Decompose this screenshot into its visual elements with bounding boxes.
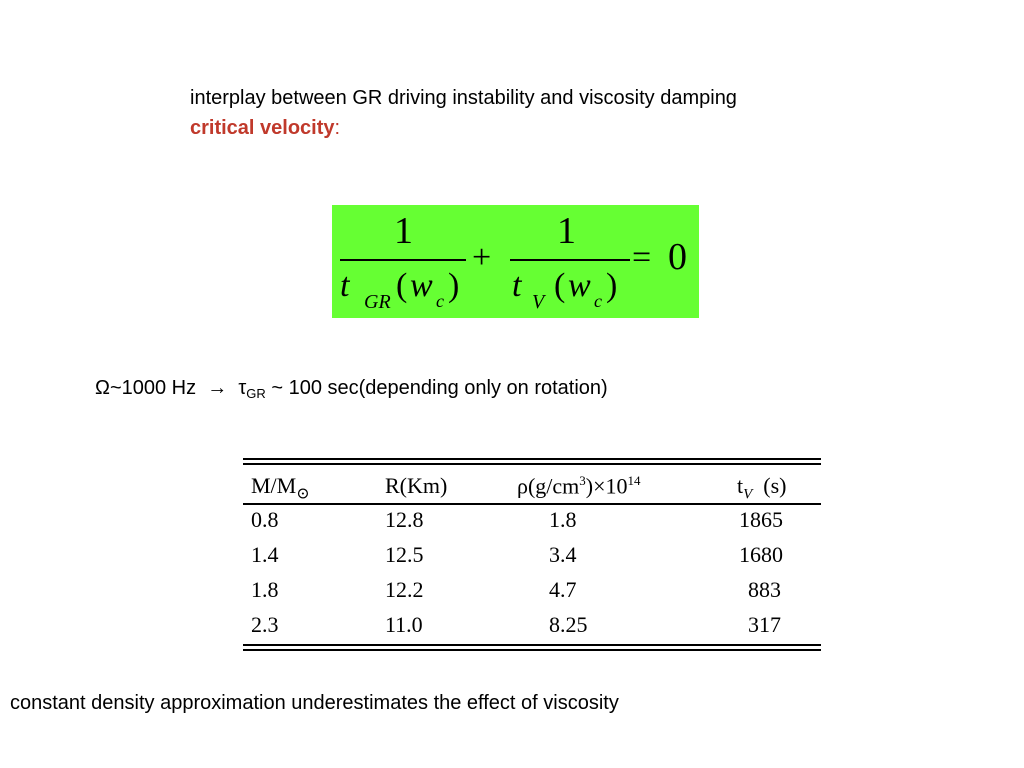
- critical-velocity-line: critical velocity:: [190, 117, 340, 140]
- cell-mass: 1.8: [251, 577, 279, 602]
- equation-zero: 0: [668, 236, 687, 278]
- equation-plus: +: [472, 239, 492, 276]
- equation-sub-gr: GR: [364, 291, 391, 313]
- equation-paren-close-left: ): [448, 267, 460, 304]
- fraction-bar-right: [510, 259, 630, 261]
- cell-density: 1.8: [549, 507, 577, 532]
- equation-w-right: w: [568, 267, 591, 304]
- rotation-line: Ω~1000 Hz → τGR ~ 100 sec(depending only…: [95, 377, 608, 401]
- cell-tv: 1680: [739, 542, 783, 567]
- header-density: ρ(g/cm3)×1014: [517, 473, 641, 499]
- cell-mass: 2.3: [251, 612, 279, 637]
- critical-velocity-label: critical velocity: [190, 117, 335, 139]
- cell-density: 8.25: [549, 612, 588, 637]
- header-mass: M/M⊙: [251, 473, 310, 503]
- rotation-rest: ~ 100 sec(depending only on rotation): [271, 377, 608, 399]
- equation-t-v: t: [512, 267, 522, 304]
- table-bottom-rule-1: [243, 644, 821, 646]
- equation-sub-v: V: [532, 291, 545, 313]
- cell-mass: 1.4: [251, 542, 279, 567]
- critical-velocity-colon: :: [334, 117, 341, 139]
- cell-tv: 1865: [739, 507, 783, 532]
- fraction-bar-left: [340, 259, 466, 261]
- equation-paren-open-right: (: [554, 267, 566, 304]
- cell-mass: 0.8: [251, 507, 279, 532]
- arrow-icon: →: [207, 377, 228, 399]
- equation-numerator-right: 1: [557, 210, 576, 252]
- table-bottom-rule-2: [243, 649, 821, 651]
- cell-radius: 11.0: [385, 612, 423, 637]
- equation-equals: =: [632, 239, 652, 276]
- equation-paren-close-right: ): [606, 267, 618, 304]
- equation-sub-c-right: c: [594, 291, 602, 311]
- cell-density: 4.7: [549, 577, 577, 602]
- table-header-rule: [243, 503, 821, 505]
- header-tv: tV (s): [737, 473, 787, 503]
- equation-paren-open-left: (: [396, 267, 408, 304]
- tau-subscript: GR: [246, 386, 266, 401]
- table-top-rule-1: [243, 458, 821, 460]
- equation-w-left: w: [410, 267, 433, 304]
- conclusion-line: constant density approximation underesti…: [10, 692, 619, 714]
- cell-tv: 883: [748, 577, 781, 602]
- omega-text: Ω~1000 Hz: [95, 377, 197, 399]
- critical-velocity-equation: 1 t GR ( w c ) + 1 t V ( w c ) = 0: [332, 205, 699, 318]
- equation-t-gr: t: [340, 267, 350, 304]
- cell-radius: 12.5: [385, 542, 424, 567]
- cell-radius: 12.8: [385, 507, 424, 532]
- intro-line: interplay between GR driving instability…: [190, 87, 737, 109]
- cell-radius: 12.2: [385, 577, 424, 602]
- equation-sub-c-left: c: [436, 291, 444, 311]
- header-radius: R(Km): [385, 473, 448, 498]
- cell-tv: 317: [748, 612, 781, 637]
- cell-density: 3.4: [549, 542, 577, 567]
- tau-symbol: τ: [238, 377, 247, 399]
- table-top-rule-2: [243, 463, 821, 465]
- equation-numerator-left: 1: [394, 210, 413, 252]
